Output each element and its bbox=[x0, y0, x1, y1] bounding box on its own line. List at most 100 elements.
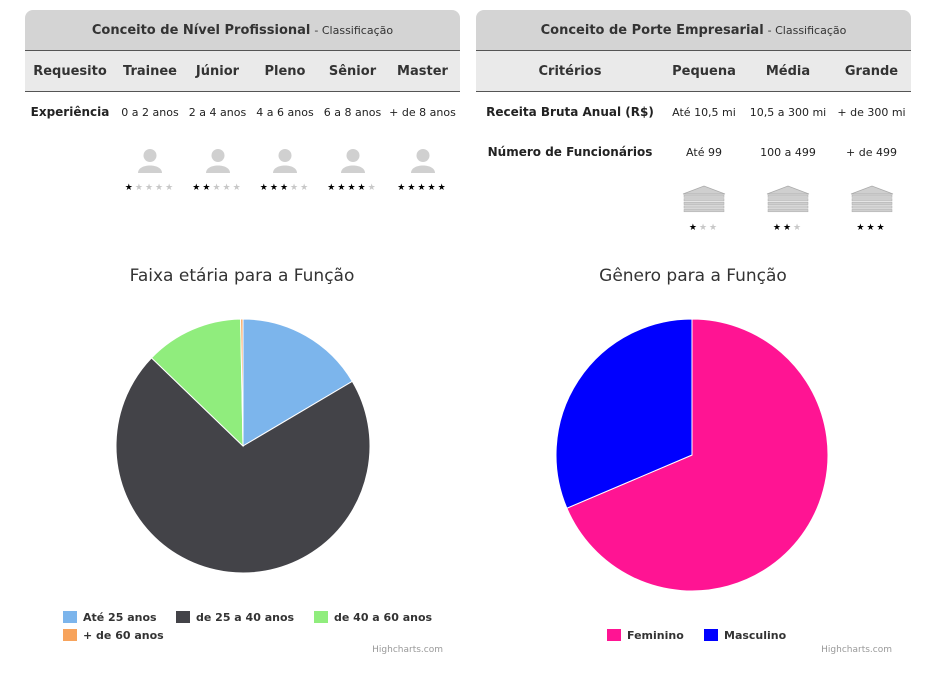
pie-slice[interactable] bbox=[555, 318, 693, 509]
legend-swatch[interactable] bbox=[704, 629, 718, 641]
star-rating: ★★★ bbox=[744, 218, 832, 238]
star-icon: ★ bbox=[866, 223, 877, 233]
company-size-panel: Conceito de Porte Empresarial - Classifi… bbox=[476, 10, 911, 238]
table-row: Receita Bruta Anual (R$) Até 10,5 mi 10,… bbox=[476, 92, 911, 133]
star-icon: ★ bbox=[417, 183, 428, 193]
star-icon: ★ bbox=[397, 183, 408, 193]
header-cell: Critérios bbox=[476, 51, 664, 92]
star-rating: ★★★★★ bbox=[185, 178, 250, 198]
legend-label[interactable]: de 25 a 40 anos bbox=[196, 611, 295, 624]
row-label: Número de Funcionários bbox=[487, 145, 653, 159]
panel-header: Conceito de Porte Empresarial - Classifi… bbox=[476, 10, 911, 51]
person-icon bbox=[115, 132, 185, 178]
star-icon: ★ bbox=[269, 183, 280, 193]
gender-pie-chart: Gênero para a Função Feminino Masculino Hig… bbox=[555, 266, 892, 655]
legend-label[interactable]: Masculino bbox=[724, 629, 787, 642]
chart-credit[interactable]: Highcharts.com bbox=[372, 645, 443, 655]
panel-header: Conceito de Nível Profissional - Classif… bbox=[25, 10, 460, 51]
table-cell: + de 499 bbox=[846, 145, 897, 159]
table-cell: 2 a 4 anos bbox=[188, 105, 247, 119]
header-cell: Pequena bbox=[664, 51, 744, 92]
table-cell: 6 a 8 anos bbox=[323, 105, 382, 119]
star-icon: ★ bbox=[290, 183, 301, 193]
star-icon: ★ bbox=[876, 223, 887, 233]
legend-swatch[interactable] bbox=[176, 611, 190, 623]
star-rating: ★★★ bbox=[664, 218, 744, 238]
legend-label[interactable]: de 40 a 60 anos bbox=[334, 611, 433, 624]
star-rating: ★★★ bbox=[832, 218, 911, 238]
star-icon: ★ bbox=[357, 183, 368, 193]
star-icon: ★ bbox=[222, 183, 233, 193]
star-icon: ★ bbox=[709, 223, 720, 233]
header-cell: Trainee bbox=[115, 51, 185, 92]
legend-swatch[interactable] bbox=[63, 611, 77, 623]
icon-row bbox=[25, 132, 460, 178]
pie-slice[interactable] bbox=[566, 318, 829, 592]
star-icon: ★ bbox=[279, 183, 291, 193]
star-icon: ★ bbox=[782, 223, 794, 233]
table-cell: + de 8 anos bbox=[389, 105, 456, 119]
panel-title: Conceito de Porte Empresarial bbox=[540, 22, 764, 38]
pie-slice[interactable] bbox=[242, 318, 353, 447]
row-label: Receita Bruta Anual (R$) bbox=[486, 105, 654, 119]
header-cell: Média bbox=[744, 51, 832, 92]
star-icon: ★ bbox=[367, 183, 378, 193]
legend-swatch[interactable] bbox=[63, 629, 77, 641]
person-icon bbox=[320, 132, 385, 178]
legend-label[interactable]: + de 60 anos bbox=[83, 629, 164, 642]
star-icon: ★ bbox=[259, 183, 270, 193]
star-icon: ★ bbox=[437, 183, 448, 193]
legend-swatch[interactable] bbox=[314, 611, 328, 623]
legend-label[interactable]: Feminino bbox=[627, 629, 684, 642]
star-icon: ★ bbox=[300, 183, 311, 193]
table-cell: + de 300 mi bbox=[837, 105, 906, 119]
age-range-pie-chart: Faixa etária para a Função Até 25 anos de … bbox=[63, 266, 443, 655]
pie-slice[interactable] bbox=[115, 357, 371, 574]
table-cell: 100 a 499 bbox=[760, 145, 816, 159]
star-rating: ★★★★★ bbox=[250, 178, 320, 198]
table-cell: Até 99 bbox=[686, 145, 722, 159]
star-icon: ★ bbox=[124, 183, 135, 193]
building-icon bbox=[744, 172, 832, 218]
header-cell: Requesito bbox=[25, 51, 115, 92]
building-icon bbox=[832, 172, 911, 218]
star-icon: ★ bbox=[134, 183, 145, 193]
star-icon: ★ bbox=[427, 183, 438, 193]
legend-label[interactable]: Até 25 anos bbox=[83, 611, 157, 624]
stars-row: ★★★ ★★★ ★★★ bbox=[476, 218, 911, 238]
icon-row bbox=[476, 172, 911, 218]
legend-swatch[interactable] bbox=[607, 629, 621, 641]
header-cell: Sênior bbox=[320, 51, 385, 92]
star-icon: ★ bbox=[327, 183, 338, 193]
star-icon: ★ bbox=[856, 223, 867, 233]
table-cell: Até 10,5 mi bbox=[672, 105, 736, 119]
company-size-table: Critérios Pequena Média Grande Receita B… bbox=[476, 51, 911, 238]
chart-title: Gênero para a Função bbox=[599, 266, 787, 286]
panel-title: Conceito de Nível Profissional bbox=[91, 22, 311, 38]
person-icon bbox=[385, 132, 460, 178]
star-icon: ★ bbox=[155, 183, 166, 193]
header-cell: Master bbox=[385, 51, 460, 92]
header-cell: Júnior bbox=[185, 51, 250, 92]
star-icon: ★ bbox=[144, 183, 156, 193]
header-cell: Pleno bbox=[250, 51, 320, 92]
person-icon bbox=[185, 132, 250, 178]
chart-credit[interactable]: Highcharts.com bbox=[821, 645, 892, 655]
star-icon: ★ bbox=[212, 183, 223, 193]
star-icon: ★ bbox=[688, 223, 699, 233]
table-cell: 4 a 6 anos bbox=[256, 105, 314, 119]
row-label: Experiência bbox=[30, 105, 110, 119]
pie-slice[interactable] bbox=[240, 318, 244, 447]
star-icon: ★ bbox=[165, 183, 176, 193]
pie-slice[interactable] bbox=[150, 318, 244, 448]
star-icon: ★ bbox=[192, 183, 203, 193]
stars-row: ★★★★★ ★★★★★ ★★★★★ ★★★★★ ★★★★★ bbox=[25, 178, 460, 198]
star-icon: ★ bbox=[698, 223, 710, 233]
table-cell: 10,5 a 300 mi bbox=[749, 105, 827, 119]
building-icon bbox=[664, 172, 744, 218]
star-icon: ★ bbox=[337, 183, 348, 193]
star-rating: ★★★★★ bbox=[320, 178, 385, 198]
table-cell: 0 a 2 anos bbox=[121, 105, 179, 119]
professional-level-panel: Conceito de Nível Profissional - Classif… bbox=[25, 10, 460, 198]
professional-level-table: Requesito Trainee Júnior Pleno Sênior Ma… bbox=[25, 51, 460, 198]
